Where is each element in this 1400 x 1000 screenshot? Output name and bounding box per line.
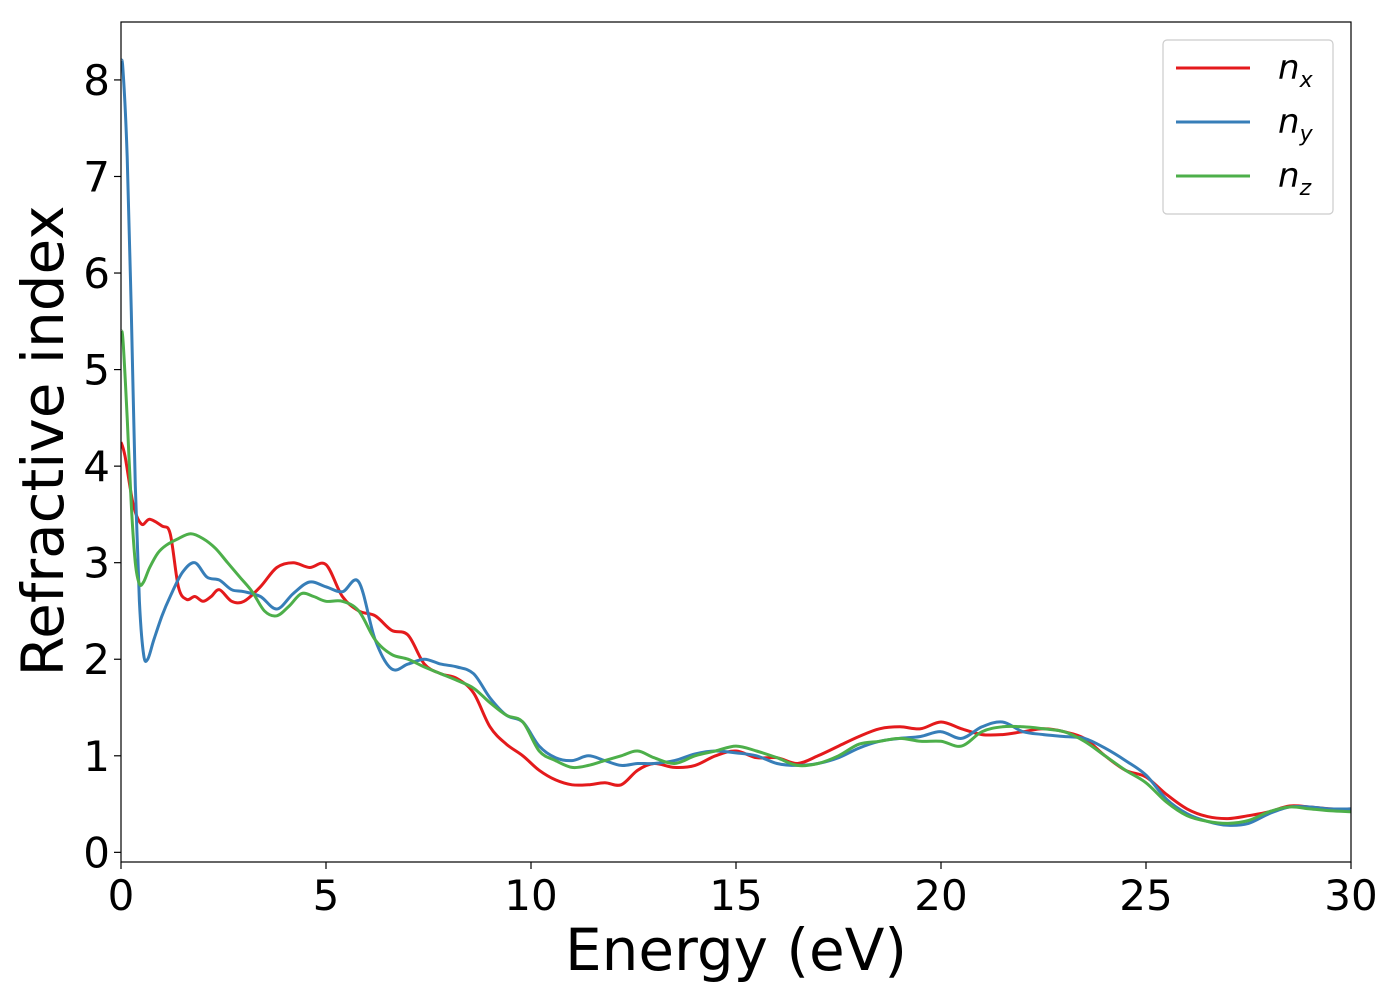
series-line-nz	[121, 329, 1351, 825]
plot-area	[121, 58, 1351, 827]
y-tick-label: 1	[83, 732, 110, 781]
y-tick-label: 2	[83, 635, 110, 684]
y-tick-label: 7	[83, 152, 110, 201]
x-tick-label: 15	[709, 871, 762, 920]
y-tick-label: 4	[83, 442, 110, 491]
axes: 0 5 10 15 20 25 30 0 1 2 3 4 5 6 7 8	[83, 21, 1378, 920]
x-tick-label: 20	[914, 871, 967, 920]
y-tick-label: 0	[83, 828, 110, 877]
y-tick-label: 3	[83, 539, 110, 588]
x-tick-label: 10	[504, 871, 557, 920]
y-axis-title: Refractive index	[9, 205, 77, 676]
legend: nx ny nz	[1162, 39, 1334, 215]
legend-label-nz: nz	[1278, 156, 1312, 201]
legend-label-ny: ny	[1278, 102, 1314, 147]
y-tick-label: 6	[83, 249, 110, 298]
y-tick-label: 5	[83, 346, 110, 395]
x-tick-label: 5	[313, 871, 340, 920]
series-line-ny	[121, 58, 1351, 827]
legend-label-nx: nx	[1278, 48, 1314, 93]
y-tick-label: 8	[83, 56, 110, 105]
x-tick-label: 25	[1119, 871, 1172, 920]
x-tick-label: 30	[1324, 871, 1377, 920]
x-tick-label: 0	[108, 871, 135, 920]
series-line-nx	[121, 441, 1351, 821]
legend-box	[1162, 39, 1334, 215]
x-axis-title: Energy (eV)	[565, 916, 907, 984]
